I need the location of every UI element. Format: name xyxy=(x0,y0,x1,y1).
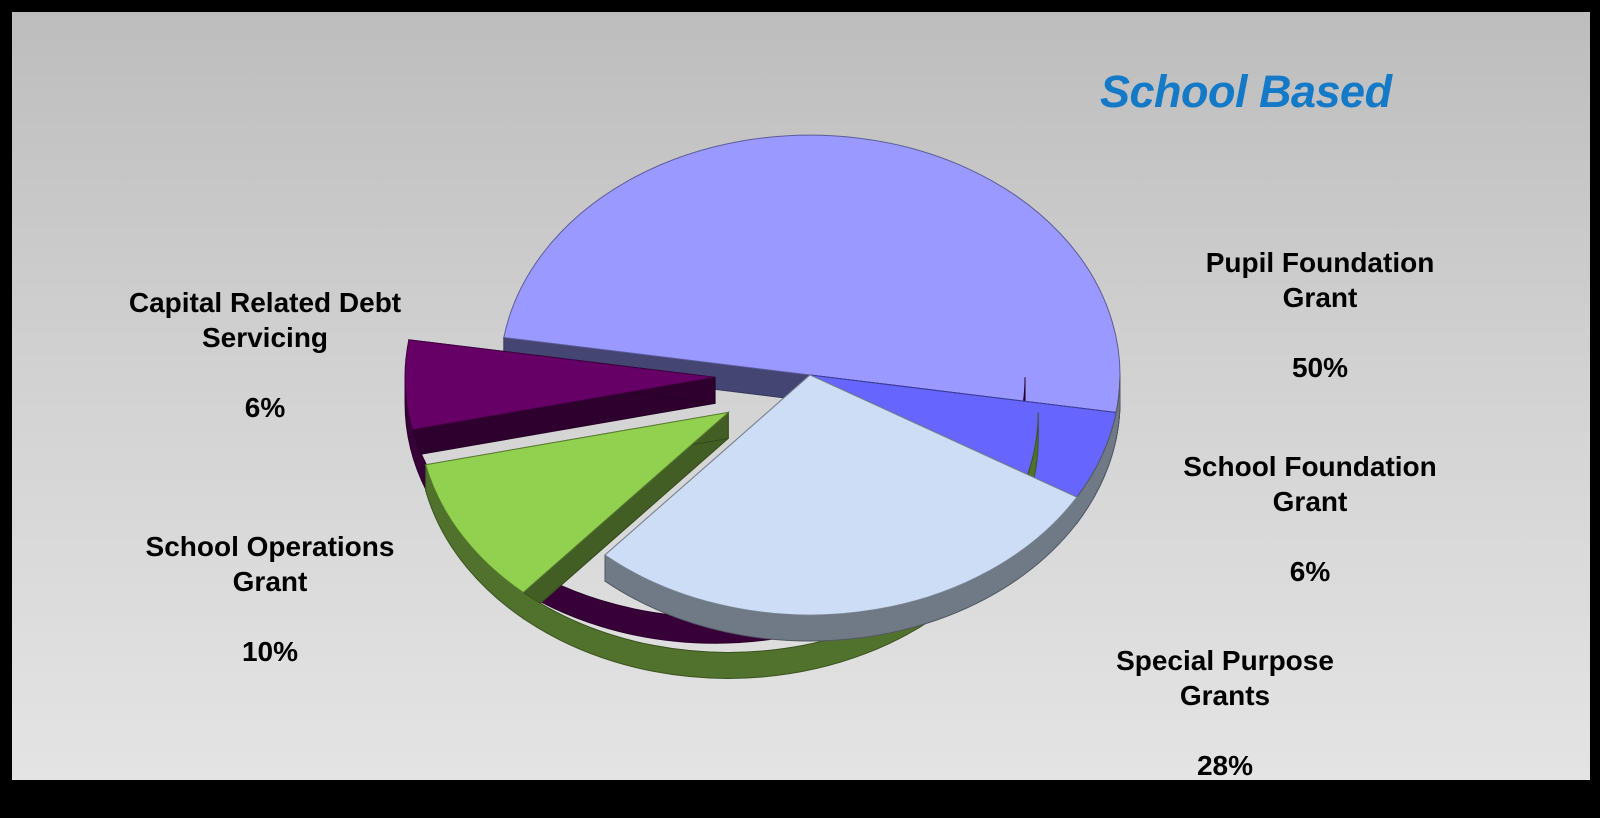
slice-label: Special Purpose Grants xyxy=(1116,645,1334,711)
slice-label: Pupil Foundation Grant xyxy=(1205,247,1435,313)
label-school-operations-grant: School Operations Grant 10% xyxy=(120,494,420,704)
slice-top xyxy=(503,135,1121,414)
slice-top xyxy=(604,374,1078,616)
slice-percent: 6% xyxy=(1289,556,1331,587)
pie-chart xyxy=(404,135,1121,679)
slice-percent: 6% xyxy=(244,392,286,423)
label-capital-related-debt-servicing: Capital Related Debt Servicing 6% xyxy=(100,250,430,460)
pie-slice xyxy=(404,339,1026,644)
chart-title: School Based xyxy=(1100,66,1392,117)
slice-label: Capital Related Debt Servicing xyxy=(128,287,402,353)
slice-top xyxy=(425,411,730,594)
label-pupil-foundation-grant: Pupil Foundation Grant 50% xyxy=(1180,210,1460,420)
chart-frame: School Based Pupil Foundation Grant 50% … xyxy=(12,12,1590,780)
slice-percent: 50% xyxy=(1291,352,1349,383)
pie-slice xyxy=(425,411,1039,679)
pie-slice xyxy=(604,373,1121,642)
slice-percent: 28% xyxy=(1196,750,1254,781)
label-school-foundation-grant: School Foundation Grant 6% xyxy=(1160,414,1460,624)
slice-label: School Foundation Grant xyxy=(1183,451,1437,517)
slice-top xyxy=(404,339,716,431)
slice-label: School Operations Grant xyxy=(145,531,395,597)
label-special-purpose-grants: Special Purpose Grants 28% xyxy=(1090,608,1360,818)
slice-percent: 10% xyxy=(241,636,299,667)
